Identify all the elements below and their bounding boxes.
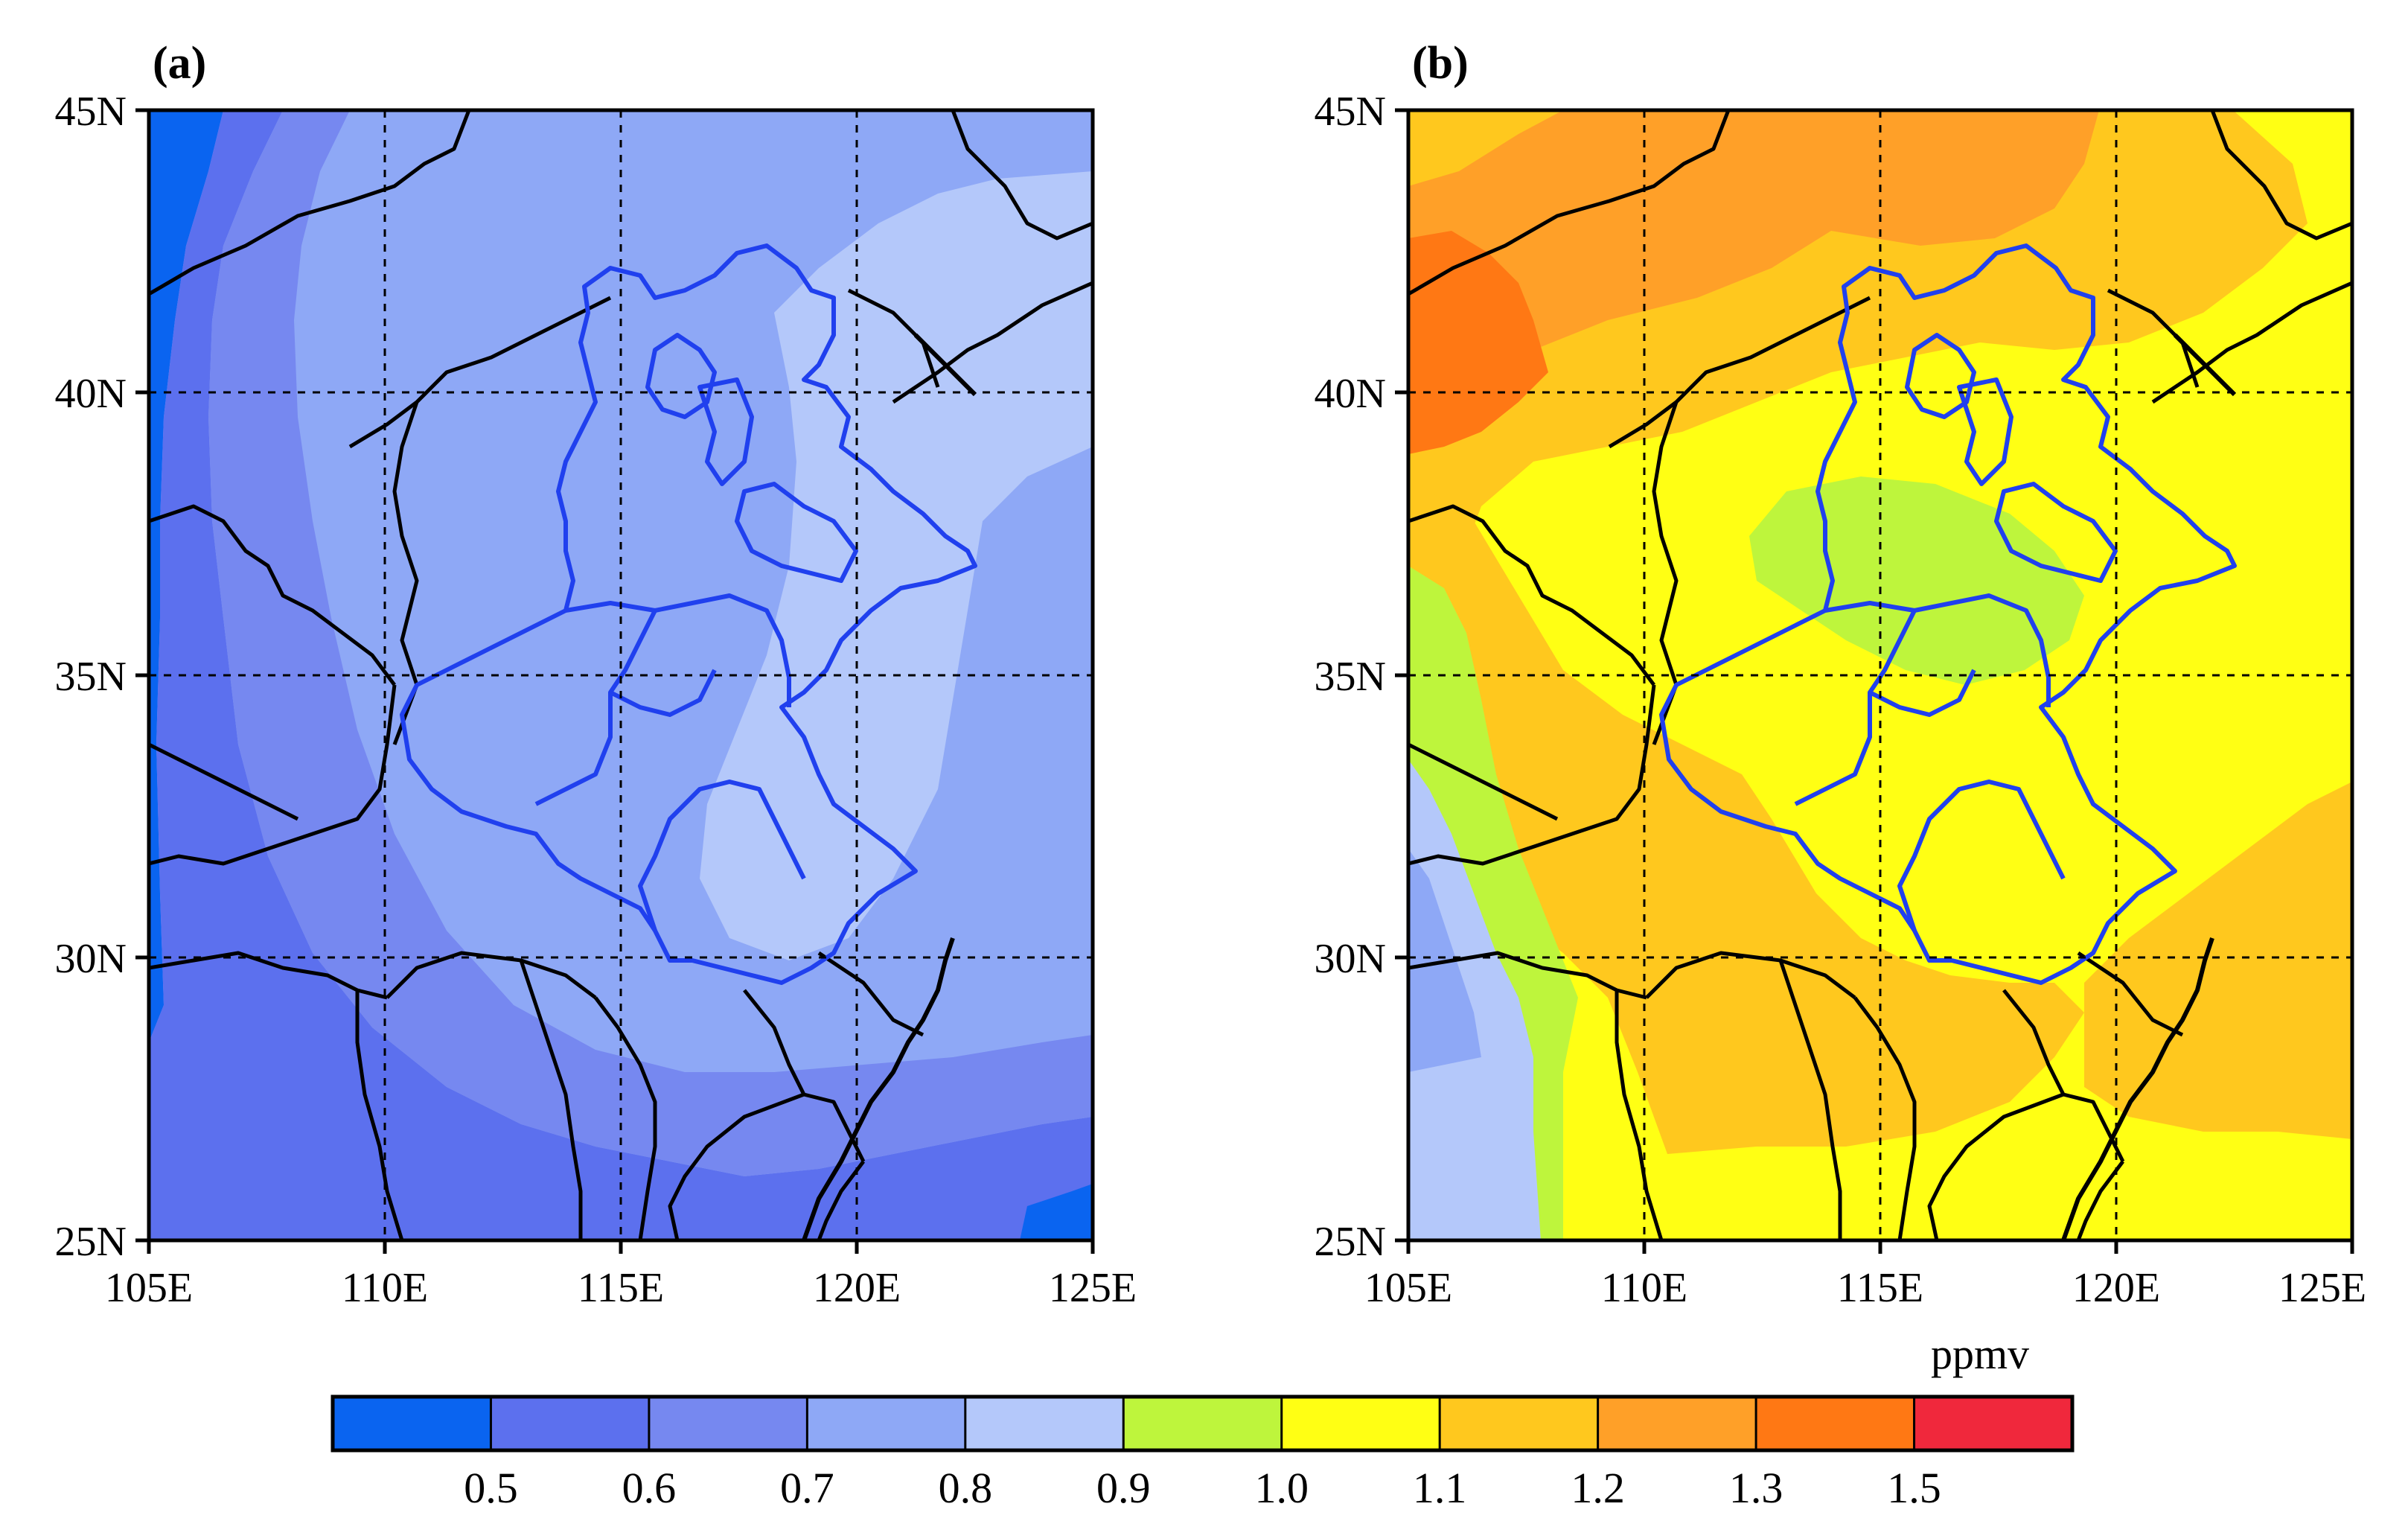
panel-a-graticule — [149, 110, 1093, 1240]
colorbar-tick-label: 1.5 — [1887, 1464, 1941, 1512]
colorbar-labels: 0.5 0.6 0.7 0.8 0.9 1.0 1.1 1.2 1.3 1.5 — [464, 1464, 1941, 1512]
panel-b-lon-125e: 125E — [2278, 1265, 2366, 1311]
panel-a-region-ring-0-7 — [208, 110, 1093, 1176]
colorbar-cells — [331, 1395, 2074, 1452]
panel-a-boundaries — [149, 110, 1093, 1240]
panel-a-ticks — [135, 108, 1095, 1254]
panel-a-lon-105e: 105E — [105, 1265, 193, 1311]
panel-a-region-ring-0-6 — [149, 110, 1093, 1240]
colorbar-cell — [331, 1395, 493, 1452]
colorbar-tick-label: 1.1 — [1413, 1464, 1467, 1512]
panel-b-study-region — [1659, 243, 2237, 985]
colorbar-tick-label: 1.3 — [1729, 1464, 1783, 1512]
colorbar-cell — [1280, 1395, 1442, 1452]
panel-a-lat-45n: 45N — [55, 89, 127, 135]
colorbar-tick-label: 0.7 — [780, 1464, 834, 1512]
panel-a-lon-115e: 115E — [578, 1265, 664, 1311]
panel-b-lat-25n: 25N — [1315, 1219, 1386, 1265]
panel-a-region-se-0-5 — [1020, 1184, 1093, 1240]
panel-b-region-south-1-2 — [1408, 476, 2084, 1154]
panel-a-lon-120e: 120E — [813, 1265, 901, 1311]
panel-b-lat-labels: 45N 40N 35N 30N 25N — [1315, 89, 1386, 1265]
panel-b: (b) 45N 40N 35N 30N 25N 105E 110E 115E 1… — [1315, 38, 2367, 1311]
colorbar-cell — [1122, 1395, 1283, 1452]
panel-b-lon-labels: 105E 110E 115E 120E 125E — [1364, 1265, 2366, 1311]
panel-a: (a) 45N 40N 35N 30N 25N 105E 110E 115E 1… — [55, 38, 1137, 1311]
colorbar-cell — [805, 1395, 967, 1452]
colorbar-cell — [964, 1395, 1125, 1452]
panel-a-region-west-edge — [149, 110, 223, 1042]
panel-a-lon-labels: 105E 110E 115E 120E 125E — [105, 1265, 1137, 1311]
colorbar-tick-label: 0.9 — [1096, 1464, 1151, 1512]
colorbar: ppmv 0.5 0.6 0.7 0.8 0.9 1.0 1.1 1.2 1.3 1.5 — [330, 1330, 2075, 1512]
panel-b-ticks — [1395, 108, 2354, 1254]
panel-b-lat-35n: 35N — [1315, 654, 1386, 700]
colorbar-tick-label: 0.8 — [939, 1464, 993, 1512]
colorbar-tick-label: 0.6 — [622, 1464, 677, 1512]
panel-a-lat-30n: 30N — [55, 936, 127, 982]
panel-a-lon-110e: 110E — [342, 1265, 428, 1311]
colorbar-cell — [1438, 1395, 1600, 1452]
panel-b-region-se-1-2 — [2084, 782, 2352, 1139]
panel-a-lon-125e: 125E — [1049, 1265, 1137, 1311]
colorbar-cell — [489, 1395, 651, 1452]
panel-a-lat-labels: 45N 40N 35N 30N 25N — [55, 89, 127, 1265]
panel-a-study-region — [400, 243, 977, 985]
panel-b-lat-45n: 45N — [1315, 89, 1386, 135]
panel-a-lat-25n: 25N — [55, 1219, 127, 1265]
panel-b-lat-30n: 30N — [1315, 936, 1386, 982]
colorbar-cell — [1754, 1395, 1916, 1452]
panel-b-lon-120e: 120E — [2072, 1265, 2160, 1311]
panel-a-lat-35n: 35N — [55, 654, 127, 700]
colorbar-tick-label: 1.2 — [1571, 1464, 1625, 1512]
colorbar-cell — [1913, 1395, 2074, 1452]
panel-a-coastline — [802, 333, 977, 1240]
panel-b-map-area — [1408, 110, 2352, 1240]
panel-b-lon-105e: 105E — [1364, 1265, 1452, 1311]
panel-b-region-north-1-3 — [1408, 110, 2099, 417]
colorbar-frame — [330, 1394, 2075, 1453]
panel-b-lon-115e: 115E — [1837, 1265, 1923, 1311]
panel-a-label: (a) — [153, 38, 206, 89]
panel-b-label: (b) — [1412, 38, 1469, 89]
panel-b-coastline — [2061, 333, 2237, 1240]
panel-b-lon-110e: 110E — [1601, 1265, 1687, 1311]
colorbar-unit-label: ppmv — [1931, 1330, 2029, 1378]
colorbar-cell — [648, 1395, 809, 1452]
colorbar-tick-label: 1.0 — [1254, 1464, 1309, 1512]
panel-a-region-center-0-9 — [700, 171, 1093, 960]
panel-a-map-area — [149, 110, 1093, 1240]
panel-b-boundaries — [1408, 110, 2352, 1240]
colorbar-tick-label: 0.5 — [464, 1464, 518, 1512]
colorbar-cell — [1597, 1395, 1758, 1452]
panel-b-region-west-0-9 — [1408, 759, 1541, 1240]
panel-b-graticule — [1408, 110, 2352, 1240]
panel-b-region-nw-1-5 — [1408, 231, 1548, 454]
panel-a-lat-40n: 40N — [55, 371, 127, 417]
panel-b-lat-40n: 40N — [1315, 371, 1386, 417]
